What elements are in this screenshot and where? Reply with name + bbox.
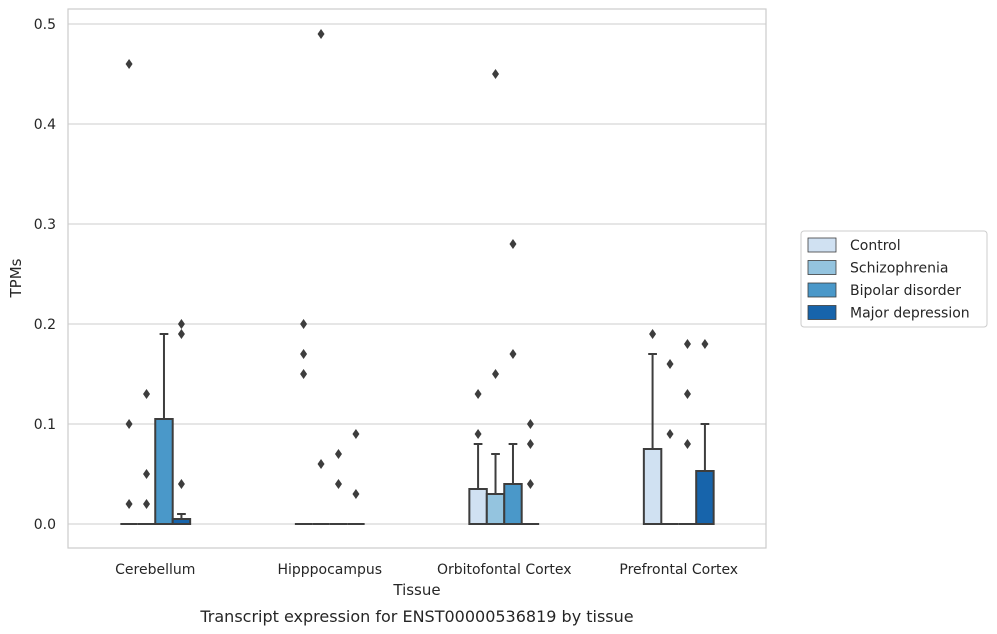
box-0-0 bbox=[120, 59, 138, 525]
outlier-point bbox=[317, 459, 325, 469]
x-tick-labels: Cerebellum Hipppocampus Orbitofontal Corte… bbox=[115, 562, 738, 578]
box-3-2 bbox=[521, 419, 540, 525]
box-series bbox=[120, 29, 715, 525]
legend: Control Schizophrenia Bipolar disorder Majo… bbox=[800, 230, 988, 328]
outlier-point bbox=[526, 419, 534, 429]
box-1-0 bbox=[137, 389, 156, 525]
x-tick-label: Hipppocampus bbox=[277, 562, 382, 578]
outlier-point bbox=[177, 319, 185, 329]
box-body bbox=[642, 448, 663, 525]
legend-swatch bbox=[807, 305, 837, 320]
outlier-point bbox=[474, 429, 482, 439]
outlier-point bbox=[526, 479, 534, 489]
outlier-point bbox=[125, 59, 133, 69]
y-axis-label: TPMs bbox=[7, 258, 25, 298]
outlier-point bbox=[300, 349, 308, 359]
outlier-point bbox=[317, 29, 325, 39]
outlier-point bbox=[509, 239, 517, 249]
legend-swatch bbox=[807, 237, 837, 253]
box-body bbox=[695, 470, 715, 525]
outlier-point bbox=[683, 389, 691, 399]
x-tick-label: Cerebellum bbox=[115, 562, 195, 578]
outlier-point bbox=[683, 339, 691, 349]
outlier-point bbox=[352, 429, 360, 439]
box-2-2 bbox=[503, 239, 523, 525]
outlier-point bbox=[683, 439, 691, 449]
legend-swatch bbox=[807, 282, 837, 298]
outlier-point bbox=[509, 349, 517, 359]
y-tick-label: 0.1 bbox=[34, 417, 56, 433]
chart-caption: Transcript expression for ENST0000053681… bbox=[199, 607, 633, 626]
outlier-point bbox=[125, 419, 133, 429]
box-0-2 bbox=[468, 389, 488, 525]
box-2-3 bbox=[678, 339, 697, 525]
y-tick-labels: 0.0 0.1 0.2 0.3 0.4 0.5 bbox=[34, 17, 56, 533]
y-tick-label: 0.4 bbox=[34, 117, 56, 133]
box-1-1 bbox=[312, 29, 330, 525]
box-3-1 bbox=[347, 429, 365, 525]
outlier-point bbox=[649, 329, 657, 339]
box-body bbox=[468, 488, 488, 525]
y-tick-label: 0.5 bbox=[34, 17, 56, 33]
outlier-point bbox=[701, 339, 709, 349]
outlier-point bbox=[352, 489, 360, 499]
y-tick-label: 0.3 bbox=[34, 217, 56, 233]
outlier-point bbox=[526, 439, 534, 449]
outlier-point bbox=[334, 449, 342, 459]
box-2-1 bbox=[329, 449, 348, 525]
box-body bbox=[154, 418, 174, 525]
outlier-point bbox=[666, 359, 674, 369]
outlier-point bbox=[492, 69, 500, 79]
legend-swatch bbox=[807, 260, 837, 275]
x-tick-label: Orbitofontal Cortex bbox=[437, 562, 572, 578]
y-tick-label: 0.2 bbox=[34, 317, 56, 333]
legend-label: Major depression bbox=[850, 306, 970, 322]
box-0-3 bbox=[642, 329, 663, 525]
outlier-point bbox=[143, 499, 151, 509]
box-3-0 bbox=[171, 319, 192, 525]
outlier-point bbox=[492, 369, 500, 379]
outlier-point bbox=[143, 389, 151, 399]
legend-label: Schizophrenia bbox=[850, 261, 948, 277]
outlier-point bbox=[300, 319, 308, 329]
outlier-point bbox=[300, 369, 308, 379]
outlier-point bbox=[143, 469, 151, 479]
box-2-0 bbox=[154, 333, 174, 525]
outlier-point bbox=[334, 479, 342, 489]
legend-label: Control bbox=[850, 238, 901, 254]
legend-frame bbox=[800, 230, 988, 328]
box-1-3 bbox=[661, 359, 679, 525]
box-body bbox=[503, 483, 523, 525]
x-tick-label: Prefrontal Cortex bbox=[619, 562, 738, 578]
outlier-point bbox=[666, 429, 674, 439]
outlier-point bbox=[125, 499, 133, 509]
x-axis-label: Tissue bbox=[392, 581, 440, 599]
box-0-1 bbox=[294, 319, 313, 525]
box-3-3 bbox=[695, 339, 715, 525]
outlier-point bbox=[177, 479, 185, 489]
y-tick-label: 0.0 bbox=[34, 517, 56, 533]
outlier-point bbox=[177, 329, 185, 339]
outlier-point bbox=[474, 389, 482, 399]
box-body bbox=[485, 493, 506, 525]
legend-label: Bipolar disorder bbox=[850, 283, 961, 299]
